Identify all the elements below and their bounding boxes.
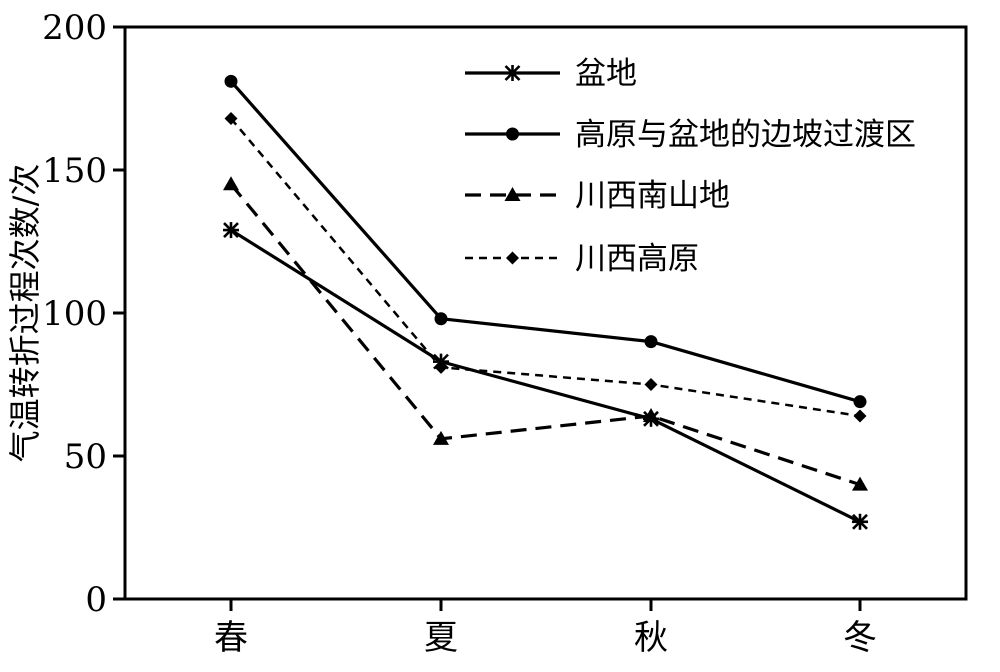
y-tick-label: 150	[42, 151, 107, 191]
x-tick-label: 秋	[634, 618, 668, 658]
legend-label: 高原与盆地的边坡过渡区	[575, 117, 916, 153]
x-axis-ticks: 春夏秋冬	[214, 599, 877, 658]
data-point	[644, 335, 658, 349]
data-point	[852, 513, 868, 530]
data-point	[853, 409, 867, 423]
series-3	[223, 176, 868, 491]
y-tick-label: 100	[42, 294, 107, 334]
x-tick-label: 夏	[424, 618, 458, 658]
series-4	[224, 112, 867, 423]
legend-marker	[506, 251, 519, 265]
y-axis-title: 气温转折过程次数/次	[6, 164, 44, 463]
data-point	[223, 222, 239, 239]
legend-item: 川西南山地	[465, 178, 730, 214]
legend-marker	[504, 187, 521, 201]
legend-label: 川西高原	[575, 241, 699, 277]
y-tick-label: 50	[64, 437, 107, 477]
data-point	[433, 430, 449, 445]
x-tick-label: 冬	[843, 618, 877, 658]
series-line	[229, 80, 861, 404]
legend-item: 川西高原	[465, 241, 699, 277]
data-point	[224, 74, 238, 88]
legend-item: 高原与盆地的边坡过渡区	[465, 117, 916, 153]
data-point	[643, 407, 659, 422]
legend-label: 川西南山地	[575, 178, 730, 214]
data-point	[223, 176, 239, 191]
x-tick-label: 春	[214, 618, 248, 658]
series-layer	[223, 74, 868, 530]
data-point	[644, 378, 658, 391]
legend-item: 盆地	[465, 56, 637, 92]
legend-marker	[506, 127, 519, 141]
y-tick-label: 0	[85, 580, 107, 620]
series-line	[230, 117, 861, 418]
data-point	[224, 112, 238, 126]
legend-marker	[504, 65, 521, 81]
series-2	[224, 74, 867, 409]
y-tick-label: 200	[42, 8, 107, 48]
series-line	[229, 183, 861, 487]
legend-label: 盆地	[575, 56, 637, 92]
data-point	[852, 476, 868, 491]
data-point	[434, 360, 448, 374]
series-line	[230, 228, 861, 524]
data-point	[853, 395, 867, 409]
data-point	[434, 312, 448, 326]
y-axis-ticks: 0 50 100 150 200	[42, 8, 125, 620]
